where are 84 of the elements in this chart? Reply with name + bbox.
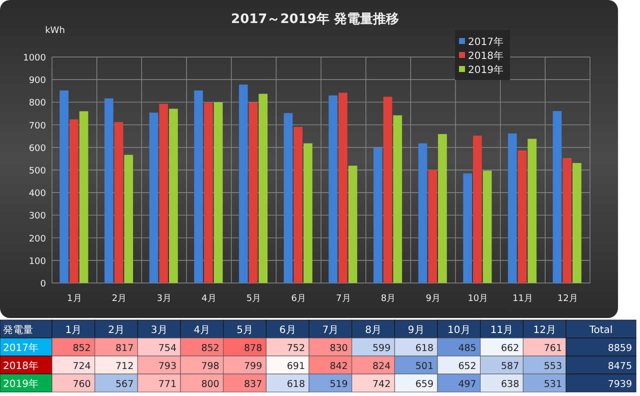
y-tick-label: 700 xyxy=(28,121,46,132)
data-label: 599 xyxy=(372,343,391,354)
data-label: 742 xyxy=(372,379,391,390)
data-label: 830 xyxy=(330,343,348,354)
data-label: 837 xyxy=(244,379,262,390)
category-label: 8月 xyxy=(365,325,382,336)
x-tick-label: 8月 xyxy=(380,294,396,304)
data-label: 800 xyxy=(201,379,220,390)
legend-label: 2019年 xyxy=(468,64,504,76)
category-label: 12月 xyxy=(533,325,556,336)
data-label: 793 xyxy=(158,361,176,372)
data-label: 724 xyxy=(72,361,91,372)
text: 8859 xyxy=(608,343,632,354)
y-tick-label: 0 xyxy=(40,280,46,290)
data-label: 553 xyxy=(544,361,562,372)
data-label: 691 xyxy=(286,361,305,372)
category-label: 11月 xyxy=(490,325,514,336)
data-label: 652 xyxy=(458,361,476,372)
x-tick-label: 3月 xyxy=(156,294,172,304)
category-label: 4月 xyxy=(194,325,210,336)
legend-label: 2017年 xyxy=(468,36,504,48)
y-tick-label: 200 xyxy=(28,234,46,244)
category-label: 6月 xyxy=(279,325,296,336)
category-label: 9月 xyxy=(408,325,424,336)
category-label: 5月 xyxy=(236,325,253,336)
text: 2017年 xyxy=(3,343,38,354)
data-label: 817 xyxy=(116,343,134,354)
y-tick-label: 1000 xyxy=(23,54,46,64)
y-tick-label: 800 xyxy=(28,98,46,109)
data-label: 842 xyxy=(330,361,348,372)
data-label: 567 xyxy=(116,379,134,390)
data-label: 878 xyxy=(244,343,262,354)
text: 7939 xyxy=(608,379,632,390)
data-label: 799 xyxy=(244,361,262,372)
category-label: 10月 xyxy=(448,325,470,336)
x-tick-label: 6月 xyxy=(291,294,306,304)
text: 発電量 xyxy=(3,325,33,336)
category-label: 1月 xyxy=(65,325,82,336)
data-label: 618 xyxy=(286,379,305,390)
data-label: 618 xyxy=(415,343,434,354)
x-tick-label: 12月 xyxy=(557,294,578,304)
text: 2018年 xyxy=(3,361,38,372)
legend-label: 2018年 xyxy=(468,50,504,62)
x-tick-label: 11月 xyxy=(512,294,533,304)
data-label: 519 xyxy=(330,379,348,390)
chart-title: 2017～2019年 発電量推移 xyxy=(231,12,399,27)
y-tick-label: 100 xyxy=(28,256,46,267)
category-label: 3月 xyxy=(150,325,168,336)
data-label: 824 xyxy=(372,361,391,372)
data-label: 852 xyxy=(72,343,91,354)
data-label: 662 xyxy=(501,343,520,354)
data-label: 638 xyxy=(501,379,520,390)
x-tick-label: 7月 xyxy=(336,294,351,304)
data-label: 531 xyxy=(544,379,562,390)
x-tick-label: 9月 xyxy=(426,294,440,304)
data-label: 587 xyxy=(501,361,520,372)
y-tick-label: 500 xyxy=(28,166,46,176)
data-label: 497 xyxy=(458,379,476,390)
y-tick-label: 300 xyxy=(28,212,46,222)
data-label: 485 xyxy=(458,343,476,354)
y-tick-label: 400 xyxy=(28,189,46,200)
text: 8475 xyxy=(608,361,632,372)
data-label: 752 xyxy=(286,343,305,354)
data-label: 712 xyxy=(116,361,134,372)
x-tick-label: 10月 xyxy=(468,294,488,304)
x-tick-label: 4月 xyxy=(202,294,216,304)
data-label: 798 xyxy=(201,361,220,372)
x-tick-label: 1月 xyxy=(67,294,82,304)
x-tick-label: 2月 xyxy=(112,294,127,304)
y-axis-title: kWh xyxy=(45,26,65,36)
x-tick-label: 5月 xyxy=(246,294,262,304)
text: 2019年 xyxy=(3,379,38,390)
category-label: 2月 xyxy=(108,325,124,336)
data-label: 760 xyxy=(72,379,91,390)
data-label: 771 xyxy=(158,379,176,390)
data-label: 754 xyxy=(158,343,176,354)
y-tick-label: 600 xyxy=(28,144,46,154)
data-label: 761 xyxy=(544,343,562,354)
category-label: 7月 xyxy=(322,325,339,336)
data-label: 852 xyxy=(201,343,220,354)
data-label: 501 xyxy=(415,361,434,372)
y-tick-label: 900 xyxy=(28,76,46,86)
text: Total xyxy=(588,325,613,336)
data-label: 659 xyxy=(415,379,434,390)
